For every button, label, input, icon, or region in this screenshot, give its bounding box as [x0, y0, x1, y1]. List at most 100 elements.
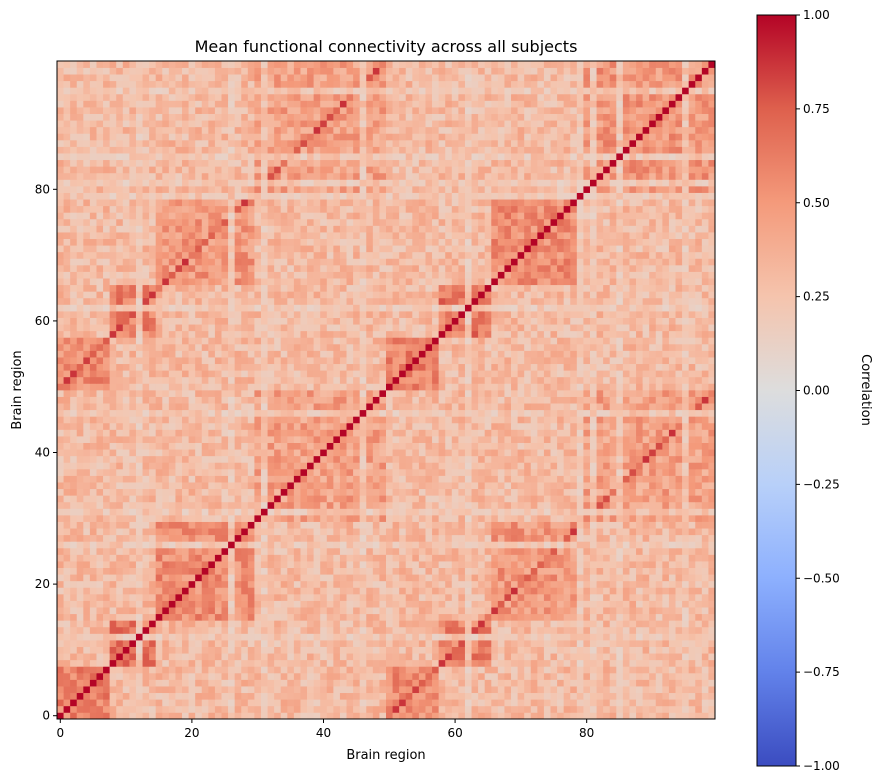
heatmap-cell	[524, 422, 532, 430]
heatmap-cell	[267, 692, 275, 700]
heatmap-cell	[234, 666, 242, 674]
heatmap-cell	[260, 541, 268, 549]
heatmap-cell	[346, 449, 354, 457]
heatmap-cell	[629, 653, 637, 661]
heatmap-cell	[234, 455, 242, 463]
heatmap-cell	[83, 396, 91, 404]
heatmap-cell	[221, 620, 229, 628]
heatmap-cell	[570, 712, 578, 720]
heatmap-cell	[267, 508, 275, 516]
heatmap-cell	[214, 640, 222, 647]
heatmap-cell	[274, 488, 282, 496]
heatmap-cell	[668, 587, 676, 595]
heatmap-cell	[616, 422, 624, 430]
heatmap-cell	[583, 528, 591, 536]
heatmap-cell	[142, 607, 150, 615]
heatmap-cell	[228, 561, 236, 569]
heatmap-cell	[201, 626, 209, 634]
heatmap-cell	[563, 547, 571, 555]
heatmap-cell	[405, 679, 413, 687]
heatmap-cell	[386, 686, 393, 694]
heatmap-cell	[622, 547, 630, 555]
heatmap-cell	[701, 482, 709, 490]
heatmap-cell	[247, 429, 255, 437]
heatmap-cell	[642, 626, 650, 634]
heatmap-cell	[162, 442, 170, 450]
heatmap-cell	[504, 712, 512, 720]
heatmap-cell	[267, 482, 275, 490]
heatmap-cell	[682, 534, 690, 542]
heatmap-cell	[103, 534, 110, 542]
heatmap-cell	[668, 672, 676, 680]
heatmap-cell	[254, 508, 262, 516]
heatmap-cell	[280, 692, 288, 700]
heatmap-cell	[596, 521, 604, 529]
heatmap-cell	[642, 561, 650, 569]
heatmap-cell	[280, 574, 288, 582]
heatmap-cell	[445, 396, 453, 404]
heatmap-cell	[688, 468, 696, 476]
heatmap-cell	[307, 620, 314, 628]
heatmap-cell	[188, 501, 196, 509]
heatmap-cell	[313, 482, 321, 490]
heatmap-cell	[260, 593, 268, 601]
heatmap-cell	[392, 429, 400, 437]
heatmap-cell	[122, 403, 130, 411]
heatmap-cell	[175, 403, 183, 411]
heatmap-cell	[221, 547, 229, 555]
heatmap-cell	[675, 653, 683, 661]
heatmap-cell	[445, 429, 453, 437]
heatmap-cell	[307, 442, 314, 450]
heatmap-cell	[109, 679, 117, 687]
heatmap-cell	[260, 462, 268, 470]
heatmap-cell	[149, 462, 157, 470]
heatmap-cell	[83, 567, 91, 575]
heatmap-cell	[629, 580, 637, 588]
heatmap-cell	[701, 659, 709, 667]
heatmap-cell	[247, 613, 255, 621]
heatmap-cell	[432, 607, 439, 615]
heatmap-cell	[399, 613, 407, 621]
heatmap-cell	[668, 580, 676, 588]
heatmap-cell	[675, 607, 683, 615]
heatmap-cell	[135, 692, 143, 700]
heatmap-cell	[70, 600, 78, 608]
heatmap-cell	[438, 515, 446, 522]
heatmap-cell	[662, 613, 670, 621]
heatmap-cell	[649, 429, 657, 437]
heatmap-cell	[589, 600, 597, 608]
heatmap-cell	[432, 521, 439, 529]
heatmap-cell	[675, 640, 683, 647]
heatmap-cell	[405, 482, 413, 490]
heatmap-cell	[386, 515, 393, 522]
heatmap-cell	[228, 653, 236, 661]
heatmap-cell	[478, 613, 486, 621]
heatmap-cell	[399, 429, 407, 437]
heatmap-cell	[603, 403, 611, 411]
heatmap-cell	[379, 653, 387, 661]
heatmap-cell	[313, 462, 321, 470]
heatmap-cell	[234, 561, 242, 569]
heatmap-cell	[464, 567, 472, 575]
heatmap-cell	[675, 705, 683, 713]
heatmap-cell	[135, 436, 143, 443]
heatmap-cell	[353, 521, 361, 529]
heatmap-cell	[103, 508, 110, 516]
heatmap-cell	[379, 390, 387, 397]
heatmap-cell	[550, 501, 558, 509]
heatmap-cell	[537, 561, 545, 569]
heatmap-cell	[701, 567, 709, 575]
heatmap-cell	[247, 666, 255, 674]
heatmap-cell	[247, 455, 255, 463]
heatmap-cell	[287, 390, 295, 397]
heatmap-cell	[208, 488, 216, 496]
heatmap-cell	[695, 653, 703, 661]
heatmap-cell	[491, 390, 499, 397]
heatmap-cell	[451, 666, 459, 674]
heatmap-cell	[70, 613, 78, 621]
heatmap-cell	[609, 659, 617, 667]
heatmap-cell	[208, 429, 216, 437]
heatmap-cell	[386, 429, 393, 437]
heatmap-cell	[201, 587, 209, 595]
heatmap-cell	[675, 508, 683, 516]
